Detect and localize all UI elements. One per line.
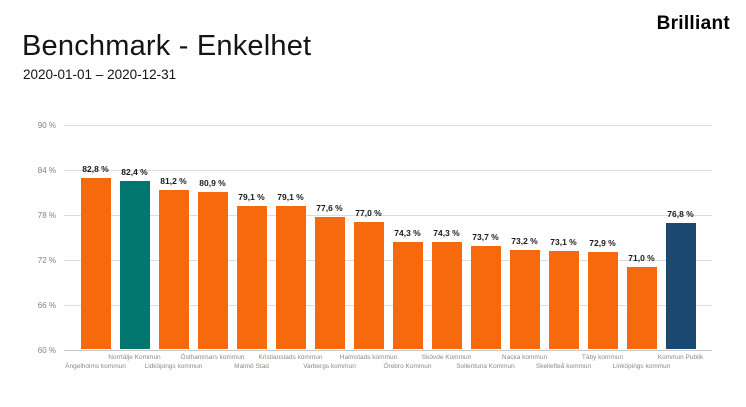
gridline (64, 350, 712, 351)
date-range: 2020-01-01 – 2020-12-31 (23, 67, 177, 82)
bar (119, 181, 150, 349)
y-axis-tick-label: 66 % (37, 300, 56, 310)
bar (626, 266, 657, 349)
bar-category-label: Skövde Kommun (421, 354, 472, 361)
bar-value-label: 73,1 % (550, 236, 577, 247)
gridline (64, 260, 712, 261)
y-axis-tick-label: 90 % (37, 120, 56, 130)
bar-value-label: 74,3 % (433, 227, 460, 238)
bar-column: 80,9 % Östhammars kommun (181, 125, 245, 361)
bar-column: 74,3 % Örebro Kommun (383, 125, 431, 370)
bar (236, 205, 267, 349)
bar-column: 71,0 % Linköpings kommun (613, 125, 671, 371)
gridline (64, 170, 712, 171)
bar (548, 250, 579, 349)
bar (587, 252, 618, 349)
bar-column: 82,4 % Norrtälje Kommun (108, 125, 160, 361)
bar-value-label: 73,7 % (472, 232, 499, 243)
bar-category-label: Varbergs kommun (303, 363, 356, 370)
bar-column: 77,0 % Halmstads kommun (340, 125, 397, 362)
bar-value-label: 71,0 % (628, 252, 655, 263)
gridline (64, 215, 712, 216)
bar (80, 178, 111, 349)
bar-column: 73,2 % Nacka kommun (502, 125, 547, 361)
bar (353, 221, 384, 349)
bar-value-label: 74,3 % (394, 227, 421, 238)
bar-value-label: 77,0 % (355, 207, 382, 218)
bar-category-label: Östhammars kommun (180, 354, 245, 361)
bar-value-label: 81,2 % (160, 176, 187, 186)
bar-column: 74,3 % Skövde Kommun (422, 125, 472, 361)
bar-value-label: 79,1 % (238, 191, 265, 202)
bar (665, 223, 696, 349)
bar-value-label: 79,1 % (277, 191, 304, 202)
bar-category-label: Nacka kommun (501, 354, 548, 361)
bar-column: 76,8 % Kommun Publik (658, 125, 704, 361)
bar-value-label: 82,4 % (121, 167, 148, 177)
y-axis-tick-label: 60 % (37, 345, 56, 355)
bar-column: 73,7 % Sollentuna Kommun (456, 125, 515, 370)
gridline (64, 305, 712, 306)
bar (314, 217, 345, 349)
bar-column: 77,6 % Varbergs kommun (303, 125, 356, 370)
bar-value-label: 76,8 % (667, 209, 694, 219)
bar-category-label: Halmstads kommun (339, 354, 398, 361)
bar-value-label: 82,8 % (82, 164, 109, 174)
bar (197, 192, 228, 349)
bar (470, 246, 501, 349)
bar-category-label: Kommun Publik (657, 354, 704, 361)
bar-category-label: Skellefteå kommun (535, 363, 592, 370)
brilliant-logo: Brilliant (656, 13, 730, 34)
bar-category-label: Lidköpings kommun (144, 363, 203, 370)
bar-category-label: Malmö Stad (234, 363, 269, 370)
bar-value-label: 73,2 % (511, 236, 538, 246)
bar-category-label: Ängelholms kommun (65, 363, 126, 370)
bar-category-label: Örebro Kommun (383, 363, 432, 370)
y-axis-tick-label: 72 % (37, 255, 56, 265)
bar-value-label: 77,6 % (316, 203, 343, 213)
y-axis-tick-label: 78 % (37, 210, 56, 220)
bar-column: 79,1 % Malmö Stad (232, 125, 271, 370)
bar-value-label: 80,9 % (199, 178, 226, 189)
plot-area: 90 % 84 % 78 % 72 % 66 % 60 % 82,8 % Ängelholms… (38, 121, 712, 371)
bar (431, 241, 462, 349)
bar-column: 72,9 % Täby kommun (582, 125, 623, 361)
bar (158, 190, 189, 349)
bar-category-label: Kristianstads kommun (258, 354, 323, 361)
gridline (64, 125, 712, 126)
bar-column: 73,1 % Skellefteå kommun (536, 125, 591, 370)
bar (275, 205, 306, 349)
bar-value-label: 72,9 % (589, 238, 616, 249)
bar-column: 79,1 % Kristianstads kommun (259, 125, 323, 361)
bar (392, 241, 423, 349)
bar-column: 81,2 % Lidköpings kommun (145, 125, 203, 370)
bar-category-label: Norrtälje Kommun (108, 354, 161, 361)
bar (509, 250, 540, 349)
bar-column: 82,8 % Ängelholms kommun (65, 125, 126, 370)
bar-category-label: Linköpings kommun (612, 363, 671, 370)
page-title: Benchmark - Enkelhet (22, 30, 312, 62)
bar-category-label: Täby kommun (581, 354, 624, 361)
bar-category-label: Sollentuna Kommun (456, 363, 515, 370)
y-axis-tick-label: 84 % (37, 165, 56, 175)
